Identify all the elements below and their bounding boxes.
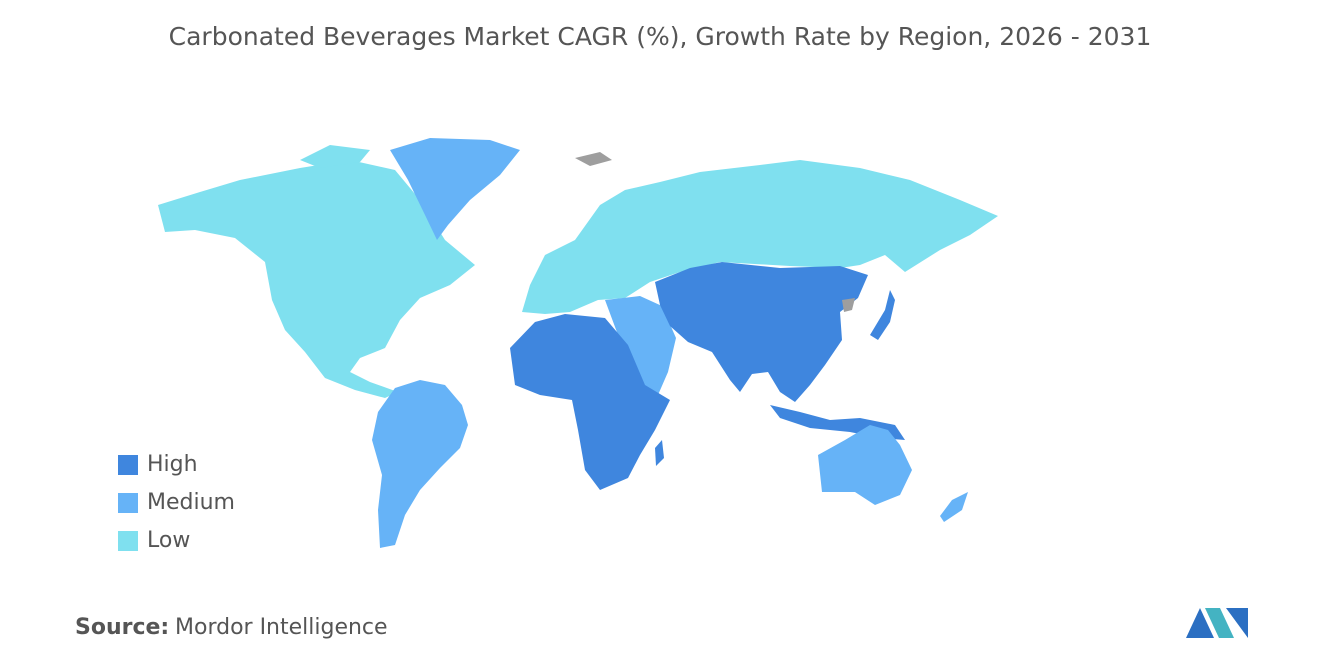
legend-swatch (118, 531, 138, 551)
region-new-zealand (940, 492, 968, 522)
legend-swatch (118, 493, 138, 513)
region-north-america (158, 160, 475, 398)
legend: High Medium Low (118, 452, 235, 553)
region-australia (818, 425, 912, 505)
legend-label: Medium (147, 490, 235, 515)
region-south-america (372, 380, 468, 548)
title: Carbonated Beverages Market CAGR (%), Gr… (169, 22, 1152, 51)
source-label: Source: (75, 615, 169, 640)
region-africa (510, 314, 670, 490)
source-text: Mordor Intelligence (175, 615, 388, 640)
region-europe-russia (522, 160, 998, 314)
region-japan (870, 290, 895, 340)
logo (1186, 608, 1248, 638)
region-asia (655, 262, 868, 402)
legend-label: Low (147, 528, 190, 553)
region-madagascar (655, 440, 664, 466)
legend-label: High (147, 452, 198, 477)
region-middle-east (605, 296, 676, 395)
region-greenland (390, 138, 520, 240)
world-map (158, 138, 998, 548)
region-arctic-islands (300, 145, 370, 168)
legend-swatch (118, 455, 138, 475)
